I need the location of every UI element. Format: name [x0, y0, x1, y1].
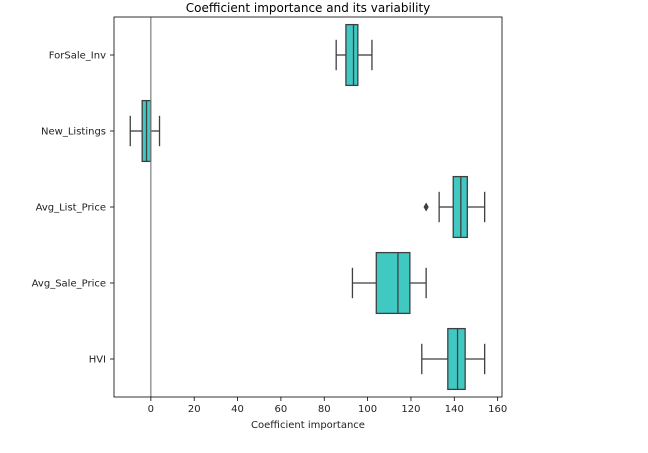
plot-area: 0 20 40 60 80 100 120 140 160 ForSale_Inv New_List…: [32, 16, 507, 415]
y-tick-label-avg-list-price: Avg_List_Price: [36, 203, 106, 214]
x-tick-label-20: 20: [188, 404, 201, 415]
x-tick-label-80: 80: [318, 404, 331, 415]
outlier-avg-list-price-0: [423, 202, 429, 212]
x-tick-label-140: 140: [445, 404, 464, 415]
x-tick-label-0: 0: [148, 404, 154, 415]
y-tick-label-avg-sale-price: Avg_Sale_Price: [32, 279, 106, 290]
x-axis-label: Coefficient importance: [251, 420, 365, 431]
x-tick-label-40: 40: [231, 404, 244, 415]
x-tick-label-100: 100: [358, 404, 377, 415]
box-hvi: [447, 327, 466, 391]
x-tick-label-160: 160: [488, 404, 507, 415]
x-tick-label-60: 60: [275, 404, 288, 415]
box-forsale-inv: [345, 23, 359, 87]
x-tick-label-120: 120: [401, 404, 420, 415]
y-tick-label-forsale-inv: ForSale_Inv: [49, 51, 106, 62]
chart-title: Coefficient importance and its variabili…: [186, 1, 431, 15]
box-avg-sale-price: [375, 251, 411, 315]
y-tick-label-hvi: HVI: [89, 355, 106, 366]
y-tick-label-new-listings: New_Listings: [41, 127, 106, 138]
